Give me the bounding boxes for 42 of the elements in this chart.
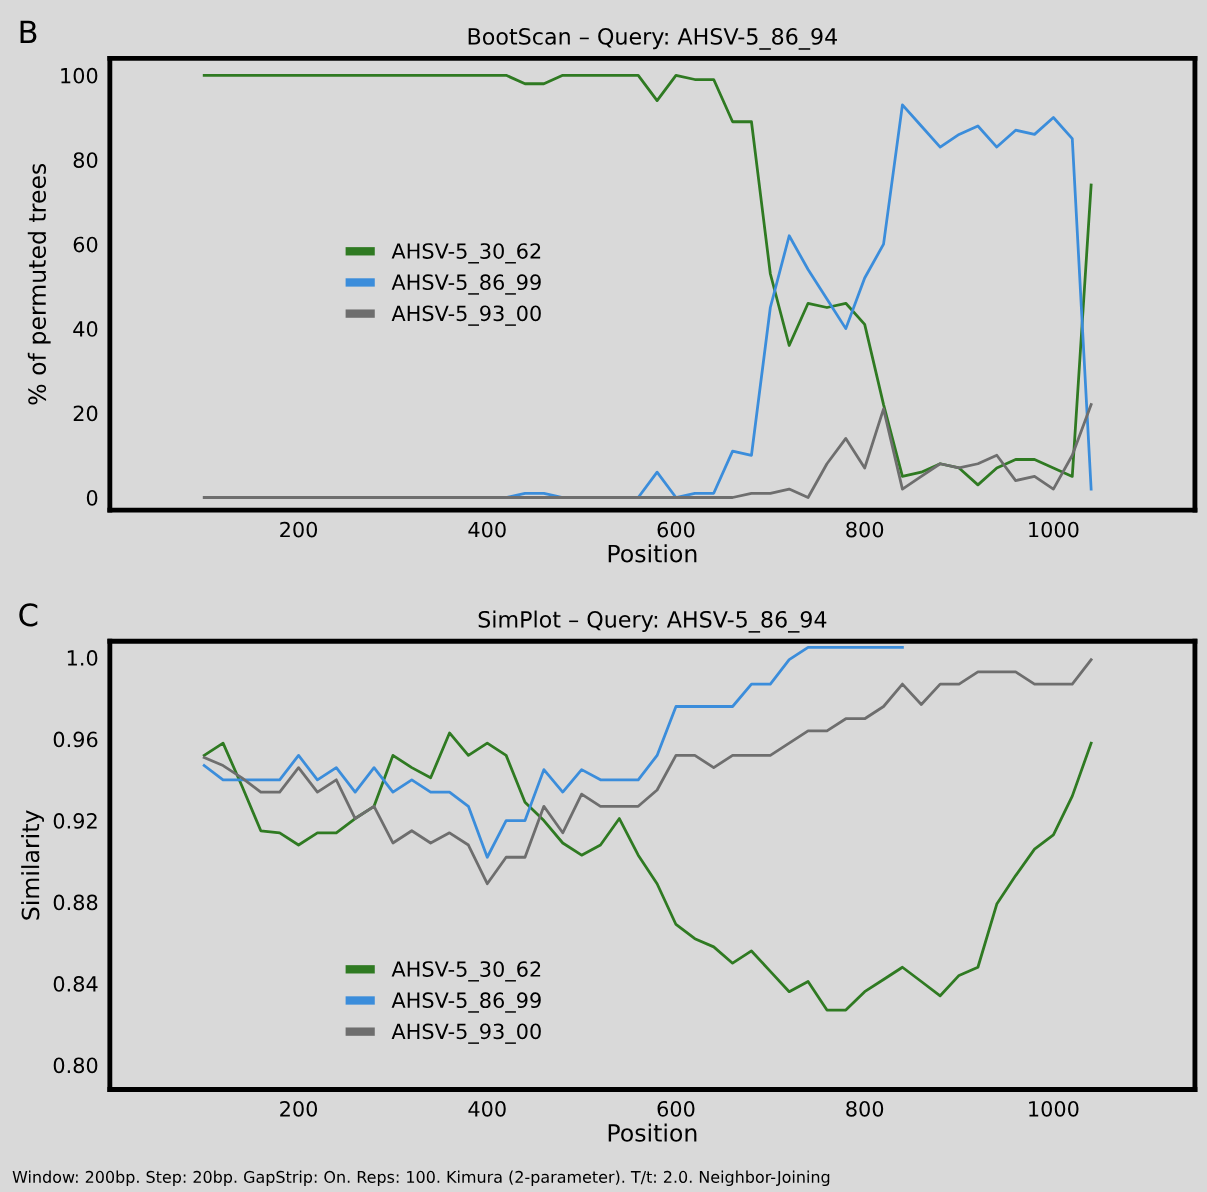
x-tick-label: 800 (846, 521, 884, 538)
y-tick-label: 60 (73, 236, 98, 253)
text: B (20, 20, 37, 44)
y-tick-label: 0.88 (53, 894, 98, 911)
x-tick-label: 800 (846, 1100, 884, 1117)
line-series (202, 731, 1093, 1012)
y-axis-title: Similarity (21, 810, 45, 920)
x-tick-label: 1000 (1029, 1100, 1079, 1117)
legend-label: AHSV-5_30_62 (391, 243, 541, 264)
x-tick-label: 400 (468, 521, 506, 538)
x-tick-label: 1000 (1029, 521, 1079, 538)
legend-label: AHSV-5_93_00 (391, 1023, 541, 1044)
line-series (202, 403, 1093, 499)
y-tick-label: 0.80 (53, 1057, 98, 1074)
legend-label: AHSV-5_86_99 (391, 274, 541, 295)
y-tick-label: 1.0 (67, 650, 98, 666)
legend-label: AHSV-5_30_62 (391, 961, 541, 982)
x-tick-label: 400 (468, 1100, 506, 1117)
line-series (202, 658, 1093, 886)
y-tick-label: 20 (73, 405, 98, 422)
x-axis-title: Position (608, 544, 697, 563)
x-tick-label: 200 (280, 1100, 318, 1117)
legend-label: AHSV-5_93_00 (391, 305, 541, 326)
y-tick-label: 80 (73, 152, 98, 168)
x-tick-label: 200 (280, 521, 318, 538)
x-tick-label: 600 (657, 1100, 695, 1117)
text: C (19, 603, 38, 627)
y-tick-label: 100 (61, 67, 98, 84)
line-series (202, 646, 904, 859)
legend-label: AHSV-5_86_99 (391, 992, 541, 1013)
chart-title: BootScan – Query: AHSV-5_86_94 (468, 28, 837, 50)
x-axis-title: Position (608, 1123, 697, 1142)
chart-title: SimPlot – Query: AHSV-5_86_94 (478, 610, 827, 633)
y-tick-label: 0.96 (53, 731, 98, 748)
text: Window: 200bp. Step: 20bp. GapStrip: On. Reps: 100. Kimura (2-parameter). T/t: 2.0. Neighbor-Joining (12, 1170, 830, 1187)
line-series (202, 73, 1093, 487)
x-tick-label: 600 (657, 521, 695, 538)
y-tick-label: 0 (86, 489, 98, 506)
y-tick-label: 0.84 (53, 976, 98, 992)
y-tick-label: 0.92 (53, 813, 97, 829)
y-axis-title: % of permuted trees (27, 163, 51, 405)
y-tick-label: 40 (73, 321, 98, 337)
